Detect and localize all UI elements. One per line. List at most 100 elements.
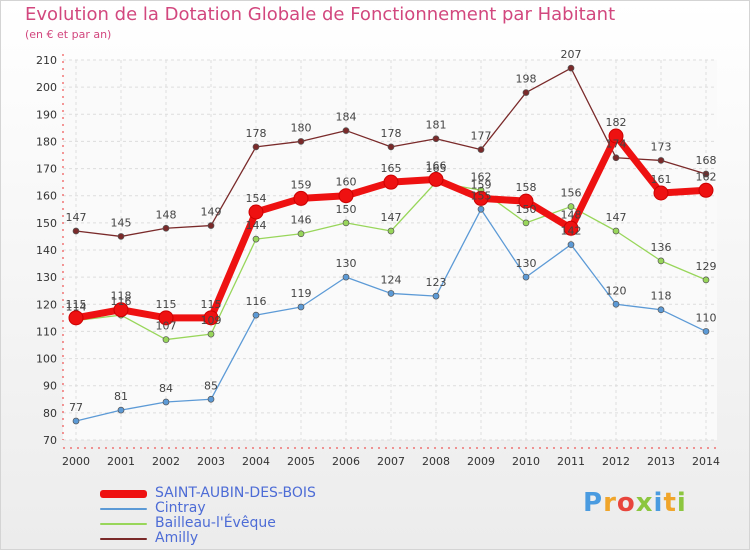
data-point: [702, 276, 710, 284]
legend-swatch: [100, 537, 147, 540]
x-tick-label: 2000: [62, 455, 90, 468]
data-label: 178: [381, 127, 402, 140]
data-point: [342, 219, 350, 227]
data-point: [113, 302, 129, 318]
x-tick-label: 2004: [242, 455, 270, 468]
x-tick-label: 2011: [557, 455, 585, 468]
data-label: 120: [606, 284, 627, 297]
y-tick-label: 210: [36, 54, 57, 67]
data-label: 174: [606, 138, 627, 151]
data-label: 147: [606, 211, 627, 224]
legend-swatch: [100, 507, 147, 510]
data-label: 184: [336, 111, 357, 124]
x-tick-label: 2002: [152, 455, 180, 468]
data-label: 142: [561, 225, 582, 238]
chart-subtitle: (en € et par an): [25, 28, 112, 41]
legend-label: Amilly: [155, 530, 199, 546]
data-label: 123: [426, 276, 447, 289]
data-point: [248, 204, 264, 220]
data-label: 166: [426, 159, 447, 172]
y-tick-label: 100: [36, 353, 57, 366]
data-label: 147: [381, 211, 402, 224]
data-point: [72, 417, 80, 425]
y-tick-label: 200: [36, 81, 57, 94]
data-label: 110: [696, 311, 717, 324]
x-tick-label: 2012: [602, 455, 630, 468]
data-point: [207, 330, 215, 338]
x-tick-label: 2010: [512, 455, 540, 468]
data-label: 180: [291, 121, 312, 134]
data-label: 150: [336, 203, 357, 216]
x-tick-label: 2005: [287, 455, 315, 468]
y-tick-label: 70: [43, 434, 57, 447]
logo-letter: x: [635, 488, 654, 518]
x-tick-label: 2014: [692, 455, 720, 468]
data-point: [567, 241, 575, 248]
legend-item: Bailleau-l'Évêque: [100, 516, 316, 531]
logo-letter: i: [676, 488, 687, 518]
data-label: 130: [336, 257, 357, 270]
data-label: 114: [66, 301, 87, 314]
data-point: [207, 222, 215, 229]
data-label: 182: [606, 116, 627, 129]
data-label: 85: [204, 379, 218, 392]
x-tick-label: 2007: [377, 455, 405, 468]
data-label: 146: [291, 214, 312, 227]
data-label: 116: [246, 295, 267, 308]
data-point: [387, 143, 395, 151]
data-point: [297, 303, 305, 311]
legend-swatch: [100, 489, 147, 498]
data-label: 115: [156, 298, 177, 311]
x-tick-label: 2013: [647, 455, 675, 468]
logo-letter: P: [583, 488, 604, 518]
data-point: [338, 188, 354, 204]
y-tick-label: 170: [36, 163, 57, 176]
logo-letter: r: [603, 488, 617, 518]
y-tick-label: 180: [36, 135, 57, 148]
y-tick-label: 90: [43, 380, 57, 393]
data-point: [162, 398, 170, 406]
data-label: 162: [696, 170, 717, 183]
x-tick-label: 2001: [107, 455, 135, 468]
y-tick-label: 150: [36, 217, 57, 230]
legend-label: SAINT-AUBIN-DES-BOIS: [155, 485, 316, 501]
data-label: 119: [291, 287, 312, 300]
data-label: 144: [246, 219, 267, 232]
data-label: 159: [471, 178, 492, 191]
legend-item: Amilly: [100, 531, 316, 546]
data-label: 109: [201, 314, 222, 327]
data-point: [518, 193, 534, 209]
data-label: 181: [426, 119, 447, 132]
data-point: [612, 227, 620, 235]
data-point: [702, 170, 710, 178]
data-point: [653, 185, 669, 201]
y-tick-label: 190: [36, 108, 57, 121]
data-point: [567, 203, 575, 210]
data-point: [563, 220, 579, 236]
data-point: [698, 182, 714, 198]
data-label: 156: [561, 187, 582, 200]
data-point: [297, 230, 305, 238]
data-label: 178: [246, 127, 267, 140]
data-label: 149: [201, 206, 222, 219]
data-label: 118: [651, 290, 672, 303]
data-point: [207, 395, 215, 403]
y-tick-label: 120: [36, 298, 57, 311]
data-label: 81: [114, 390, 128, 403]
data-point: [477, 205, 485, 213]
data-label: 115: [201, 298, 222, 311]
data-point: [252, 143, 260, 151]
data-point: [657, 257, 665, 265]
data-point: [432, 292, 440, 300]
data-label: 145: [111, 216, 132, 229]
y-tick-label: 80: [43, 407, 57, 420]
data-point: [342, 127, 350, 134]
data-point: [612, 154, 620, 162]
data-point: [252, 235, 260, 243]
data-point: [203, 310, 219, 326]
legend-label: Cintray: [155, 500, 206, 516]
data-label: 107: [156, 320, 177, 333]
data-label: 77: [69, 401, 83, 414]
data-point: [477, 146, 485, 153]
